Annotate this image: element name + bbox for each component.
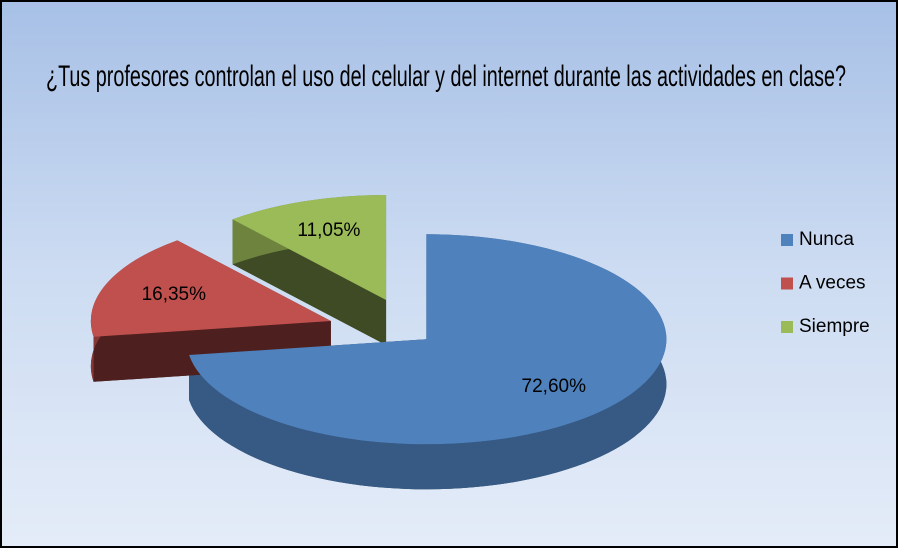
data-label: 72,60%	[522, 376, 587, 397]
chart-title: ¿Tus profesores controlan el uso del cel…	[46, 60, 846, 93]
legend-label: Nunca	[799, 229, 854, 250]
slice	[189, 234, 667, 445]
legend-swatch	[781, 234, 793, 246]
legend-swatch	[781, 321, 793, 333]
legend-swatch	[781, 277, 793, 290]
legend-label: A veces	[799, 273, 866, 294]
data-label: 11,05%	[297, 220, 360, 241]
legend-label: Siempre	[799, 316, 870, 337]
slice	[232, 195, 387, 301]
slice	[90, 240, 331, 337]
data-label: 16,35%	[142, 284, 207, 305]
